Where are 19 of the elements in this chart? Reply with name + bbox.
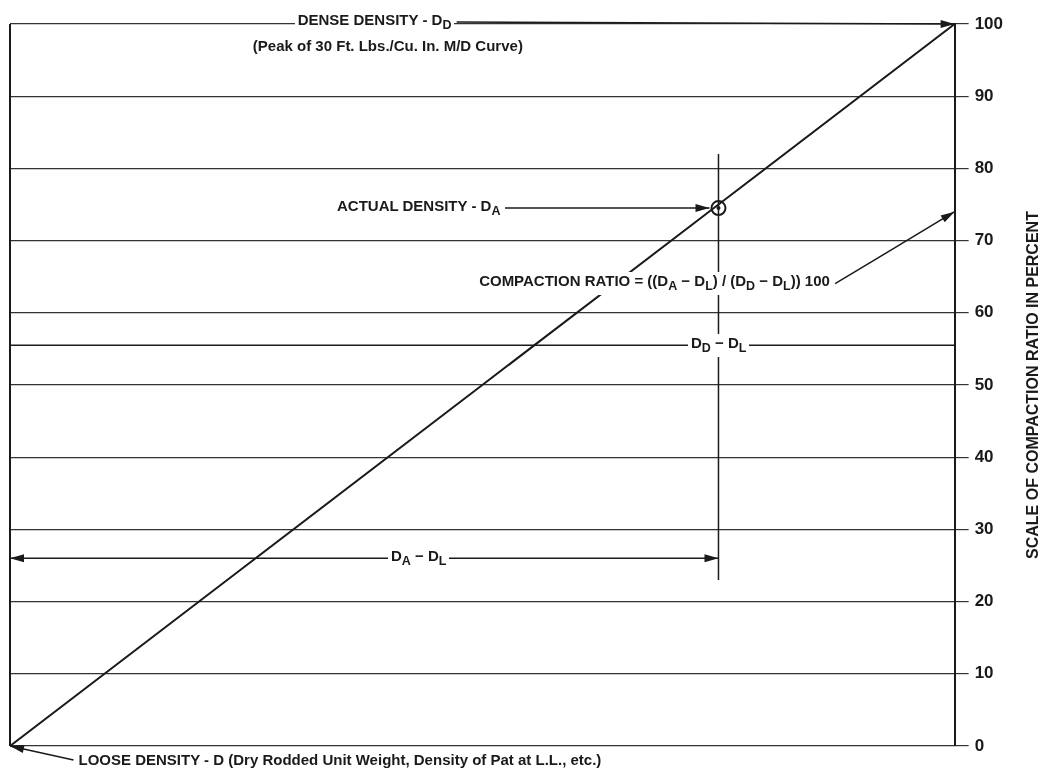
text: COMPACTION RATIO = ((D$_{A}$ − D$_{L}$) / (D$_{D}$ − D$_{L}$)) 100	[479, 272, 830, 294]
y-tick-label: 70	[974, 230, 994, 250]
annotation: ACTUAL DENSITY - D$_{A}$	[333, 196, 504, 220]
y-tick-label: 20	[974, 591, 994, 611]
y-axis-title: SCALE OF COMPACTION RATIO IN PERCENT	[1023, 211, 1042, 559]
y-tick-label: 30	[974, 519, 994, 539]
y-tick-label: 0	[974, 735, 985, 755]
y-tick-label: 100	[974, 13, 1004, 33]
y-tick-label: 50	[974, 374, 994, 394]
y-tick-label: 90	[974, 85, 994, 105]
annotation: (Peak of 30 Ft. Lbs./Cu. In. M/D Curve)	[249, 36, 526, 55]
annotation: D$_{A}$ − D$_{L}$	[387, 546, 450, 570]
y-tick-label: 40	[974, 446, 994, 466]
y-tick-label: 80	[974, 158, 994, 178]
annotation: DENSE DENSITY - D$_{D}$	[294, 10, 455, 34]
y-tick-label: 10	[974, 663, 994, 683]
y-tick-label: 60	[974, 302, 994, 322]
text: LOOSE DENSITY - D (Dry Rodded Unit Weight, Density of Pat at L.L., etc.)	[75, 751, 605, 769]
ref-line-label: D$_{D}$ − D$_{L}$	[687, 333, 750, 357]
